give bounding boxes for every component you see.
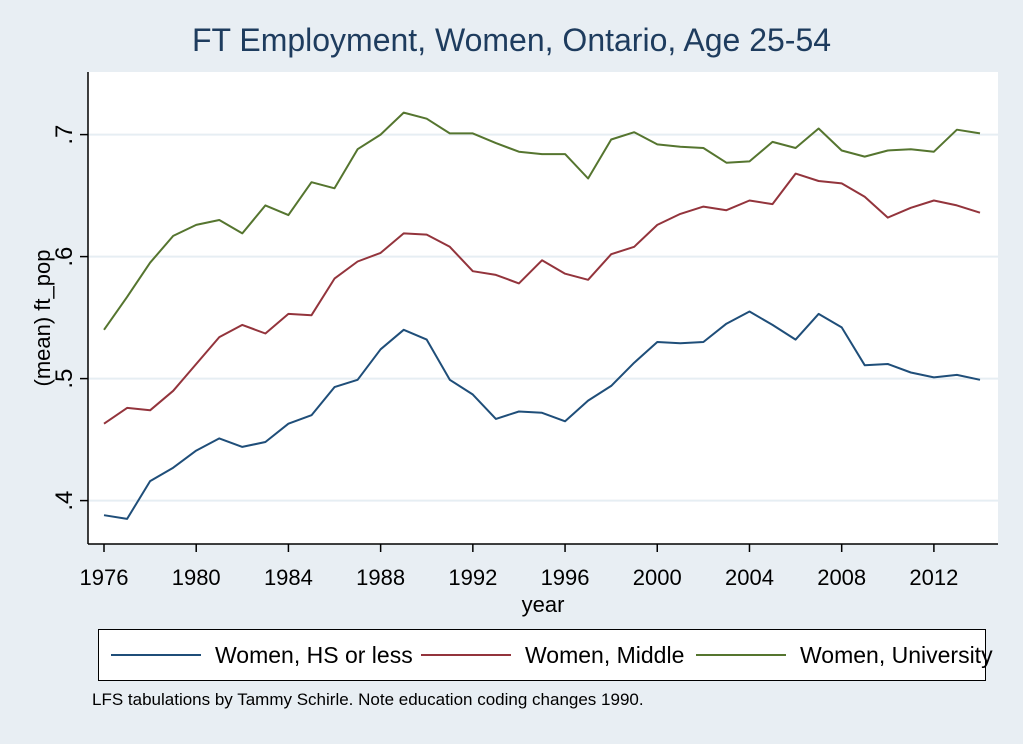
legend-item-university: Women, University — [696, 630, 993, 680]
axes — [80, 72, 998, 552]
y-tick-label: .7 — [51, 125, 78, 145]
series-line-women-hs-or-less — [103, 310, 981, 520]
series-line-women-middle — [103, 172, 981, 425]
legend-label-university: Women, University — [800, 641, 993, 668]
x-tick-label: 2004 — [725, 565, 774, 590]
x-tick-label: 2000 — [633, 565, 682, 590]
x-axis-title: year — [522, 592, 565, 617]
legend-item-hs-or-less: Women, HS or less — [111, 630, 413, 680]
legend-swatch-hs-or-less — [111, 654, 201, 656]
y-tick-label: .5 — [51, 369, 78, 389]
x-tick-label: 1984 — [264, 565, 313, 590]
x-tick-label: 1976 — [80, 565, 129, 590]
footnote: LFS tabulations by Tammy Schirle. Note e… — [92, 690, 644, 709]
x-tick-label: 1996 — [541, 565, 590, 590]
legend-swatch-university — [696, 654, 786, 656]
legend-label-middle: Women, Middle — [525, 641, 685, 668]
legend-label-hs-or-less: Women, HS or less — [215, 641, 413, 668]
legend-item-middle: Women, Middle — [421, 630, 684, 680]
x-tick-label: 1988 — [356, 565, 405, 590]
x-tick-label: 2012 — [909, 565, 958, 590]
y-axis-title: (mean) ft_pop — [30, 250, 55, 387]
legend: Women, HS or less Women, Middle Women, U… — [98, 629, 993, 681]
x-tick-label: 1980 — [172, 565, 221, 590]
grid-lines — [88, 133, 998, 502]
x-tick-label: 2008 — [817, 565, 866, 590]
chart-title: FT Employment, Women, Ontario, Age 25-54 — [191, 22, 832, 58]
series-line-women-university — [103, 111, 981, 331]
axis-labels: .4 .5 .6 .7 1976 1980 1984 1988 1992 1996 2000 2004… — [30, 125, 958, 617]
plot-area — [88, 72, 998, 544]
legend-swatch-middle — [421, 654, 511, 656]
y-tick-label: .4 — [51, 491, 78, 511]
series-lines — [103, 111, 981, 520]
x-tick-label: 1992 — [448, 565, 497, 590]
y-tick-label: .6 — [51, 247, 78, 267]
